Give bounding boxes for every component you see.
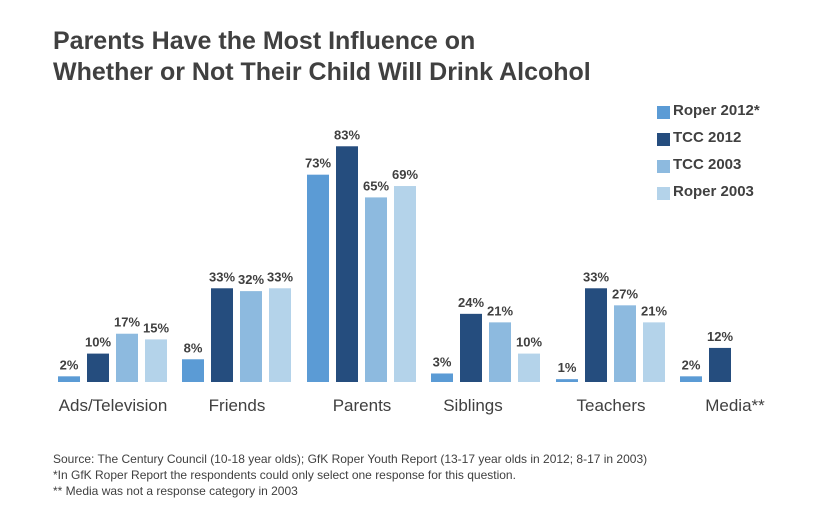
chart-title-line-2: Whether or Not Their Child Will Drink Al… [53,58,591,86]
legend-swatch [657,133,670,146]
legend-label: TCC 2012 [673,129,742,146]
category-label-ads-television: Ads/Television [59,396,168,415]
data-label: 15% [143,320,169,335]
category-label-friends: Friends [209,396,266,415]
footnotes: Source: The Century Council (10-18 year … [53,451,647,499]
category-label-teachers: Teachers [577,396,646,415]
data-label: 33% [267,269,293,284]
data-label: 12% [707,329,733,344]
data-label: 32% [238,272,264,287]
bar-friends-tcc-2003 [240,291,262,382]
bar-parents-tcc-2003 [365,197,387,382]
legend-swatch [657,106,670,119]
data-label: 1% [558,360,577,375]
bar-siblings-roper-2003 [518,353,540,382]
bar-siblings-tcc-2012 [460,313,482,382]
legend-label: Roper 2012* [673,102,760,119]
bar-friends-roper-2012 [182,359,204,382]
data-label: 2% [60,357,79,372]
legend-label: Roper 2003 [673,183,754,200]
bar-parents-roper-2003 [394,186,416,382]
data-label: 69% [392,167,418,182]
category-label-siblings: Siblings [443,396,503,415]
data-label: 73% [305,156,331,171]
data-label: 21% [487,303,513,318]
bar-friends-roper-2003 [269,288,291,382]
bar-ads-television-roper-2003 [145,339,167,382]
data-label: 10% [85,335,111,350]
bar-parents-tcc-2012 [336,146,358,382]
bar-teachers-tcc-2012 [585,288,607,382]
data-label: 65% [363,178,389,193]
legend-label: TCC 2003 [673,156,742,173]
bar-teachers-roper-2012 [556,379,578,382]
footnote-media: ** Media was not a response category in … [53,484,298,498]
data-label: 21% [641,303,667,318]
data-label: 8% [184,340,203,355]
data-label: 33% [583,269,609,284]
chart-title: Parents Have the Most Influence on Wheth… [53,26,591,88]
legend-swatch [657,187,670,200]
bar-ads-television-roper-2012 [58,376,80,382]
legend-swatch [657,160,670,173]
bar-siblings-roper-2012 [431,373,453,382]
data-label: 10% [516,335,542,350]
footnote-roper: *In GfK Roper Report the respondents cou… [53,468,516,482]
bar-teachers-roper-2003 [643,322,665,382]
bar-friends-tcc-2012 [211,288,233,382]
data-label: 2% [682,357,701,372]
source-note: Source: The Century Council (10-18 year … [53,452,648,466]
data-label: 3% [433,354,452,369]
category-label-media: Media** [705,396,765,415]
bar-media-roper-2012 [680,376,702,382]
data-label: 27% [612,286,638,301]
data-label: 83% [334,127,360,142]
bar-ads-television-tcc-2012 [87,353,109,382]
data-label: 17% [114,315,140,330]
data-label: 33% [209,269,235,284]
category-label-parents: Parents [333,396,392,415]
bar-ads-television-tcc-2003 [116,333,138,382]
bar-parents-roper-2012 [307,174,329,382]
bar-siblings-tcc-2003 [489,322,511,382]
chart-title-line-1: Parents Have the Most Influence on [53,27,476,55]
bar-media-tcc-2012 [709,347,731,382]
data-label: 24% [458,295,484,310]
bar-teachers-tcc-2003 [614,305,636,382]
